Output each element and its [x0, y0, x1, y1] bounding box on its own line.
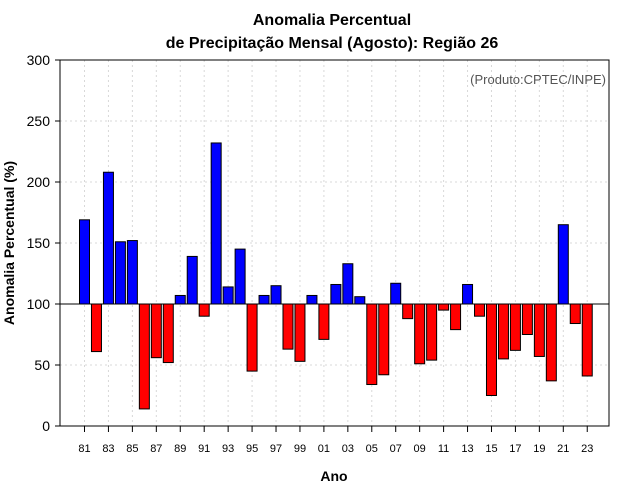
x-axis-title: Ano: [320, 468, 347, 484]
x-tick-label: 05: [366, 443, 378, 455]
x-tick-label: 21: [557, 443, 569, 455]
bar-93: [222, 286, 234, 305]
x-tick-label: 15: [485, 443, 497, 455]
x-tick-label: 93: [222, 443, 234, 455]
bar-14: [474, 303, 486, 317]
x-tick-label: 01: [318, 443, 330, 455]
y-tick-label: 150: [27, 235, 51, 251]
x-tick-label: 99: [294, 443, 306, 455]
bar-00: [306, 294, 318, 305]
bar-19: [533, 303, 545, 357]
bar-17: [509, 303, 521, 351]
bars: [79, 142, 593, 410]
x-tick-label: 23: [581, 443, 593, 455]
bar-11: [438, 303, 450, 311]
bar-85: [126, 240, 138, 305]
y-tick-label: 0: [42, 418, 50, 434]
bar-18: [521, 303, 533, 335]
bar-13: [462, 283, 474, 305]
x-tick-label: 19: [533, 443, 545, 455]
x-tick-label: 95: [246, 443, 258, 455]
bar-03: [342, 263, 354, 305]
x-tick-label: 89: [174, 443, 186, 455]
bar-16: [497, 303, 509, 360]
x-tick-label: 83: [102, 443, 114, 455]
source-label: (Produto:CPTEC/INPE): [470, 72, 606, 87]
x-tick-label: 03: [342, 443, 354, 455]
x-axis: 81 83 85 87 89 91 93 95 97 99 01 03 05 07 09 11 13 15 17 19…: [78, 426, 593, 455]
y-tick-label: 300: [27, 52, 51, 68]
bar-89: [174, 294, 186, 305]
y-axis-title: Anomalia Percentual (%): [1, 161, 17, 325]
bar-04: [354, 296, 366, 305]
bar-08: [402, 303, 414, 320]
x-tick-label: 87: [150, 443, 162, 455]
bar-02: [330, 283, 342, 305]
bar-88: [162, 303, 174, 364]
bar-99: [294, 303, 306, 362]
bar-09: [414, 303, 426, 365]
x-tick-label: 97: [270, 443, 282, 455]
chart-title-line1: Anomalia Percentual: [253, 12, 411, 29]
x-tick-label: 91: [198, 443, 210, 455]
bar-98: [282, 303, 294, 350]
bar-83: [102, 171, 114, 305]
bar-97: [270, 285, 282, 305]
bar-95: [246, 303, 258, 372]
bar-82: [90, 303, 102, 353]
x-tick-label: 11: [438, 443, 449, 455]
bar-90: [186, 255, 198, 305]
bar-86: [138, 303, 150, 410]
x-tick-label: 85: [126, 443, 138, 455]
bar-92: [210, 142, 222, 305]
chart-title-line2: de Precipitação Mensal (Agosto): Região …: [166, 35, 499, 52]
bar-23: [581, 303, 593, 377]
y-tick-label: 100: [27, 296, 51, 312]
bar-05: [366, 303, 378, 386]
bar-20: [545, 303, 557, 382]
x-tick-label: 81: [78, 443, 90, 455]
bar-22: [569, 303, 581, 325]
bar-21: [557, 224, 569, 305]
bar-12: [450, 303, 462, 331]
bar-15: [485, 303, 497, 396]
y-tick-label: 50: [34, 357, 50, 373]
bar-01: [318, 303, 330, 340]
bar-81: [79, 219, 90, 305]
y-tick-label: 200: [27, 174, 51, 190]
bar-94: [234, 248, 246, 305]
bar-96: [258, 294, 270, 305]
x-tick-label: 17: [509, 443, 521, 455]
y-axis: 0 50 100 150 200 250 300: [27, 52, 60, 434]
bar-07: [390, 282, 402, 305]
bar-10: [426, 303, 438, 361]
x-tick-label: 13: [461, 443, 473, 455]
y-tick-label: 250: [27, 113, 51, 129]
bar-87: [150, 303, 162, 359]
x-tick-label: 07: [390, 443, 402, 455]
bar-91: [198, 303, 210, 317]
x-tick-label: 09: [414, 443, 426, 455]
bar-84: [114, 241, 126, 305]
bar-06: [378, 303, 390, 376]
